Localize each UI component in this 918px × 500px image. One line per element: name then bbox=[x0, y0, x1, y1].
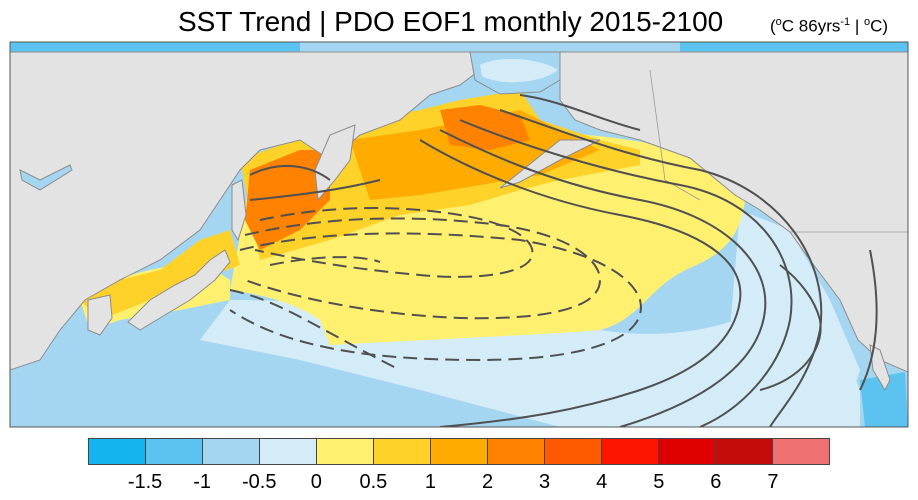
figure-title: SST Trend | PDO EOF1 monthly 2015-2100 (… bbox=[0, 2, 918, 38]
contour-negative-2 bbox=[244, 217, 602, 320]
colorbar-swatch-0 bbox=[89, 439, 146, 464]
contour-positive-4 bbox=[499, 109, 823, 427]
colorbar-label-7: 3 bbox=[539, 471, 551, 493]
colorbar-swatch-12 bbox=[773, 439, 829, 464]
contour-positive-8 bbox=[249, 179, 381, 201]
main-title: SST Trend | PDO EOF1 monthly 2015-2100 bbox=[178, 6, 724, 37]
colorbar-label-0: -1.5 bbox=[127, 471, 163, 493]
contour-positive-3 bbox=[459, 119, 793, 427]
contour-negative-4 bbox=[269, 256, 381, 266]
colorbar-label-9: 5 bbox=[653, 471, 665, 493]
contour-negative-5 bbox=[229, 289, 401, 371]
colorbar-swatch-10 bbox=[659, 439, 716, 464]
borders bbox=[649, 69, 908, 233]
colorbar-label-10: 6 bbox=[710, 471, 722, 493]
colorbar-label-8: 4 bbox=[596, 471, 608, 493]
us-canada-border bbox=[649, 69, 701, 201]
colorbar-swatch-2 bbox=[203, 439, 260, 464]
colorbar-label-6: 2 bbox=[481, 471, 494, 493]
korea bbox=[87, 294, 113, 336]
kamchatka bbox=[314, 124, 356, 202]
contour-positive-5 bbox=[759, 264, 822, 391]
contour-negative-3 bbox=[254, 207, 534, 278]
colorbar-swatch-11 bbox=[716, 439, 773, 464]
colorbar-swatch-9 bbox=[602, 439, 659, 464]
colorbar-swatch-3 bbox=[260, 439, 317, 464]
contour-positive-9 bbox=[519, 94, 641, 131]
coastal-weak-zone bbox=[730, 210, 860, 400]
colorbar-label-2: -0.5 bbox=[241, 471, 277, 493]
strong-negative-patch-se bbox=[860, 372, 908, 427]
colorbar-label-1: -1 bbox=[193, 471, 212, 493]
positive-moderate-zone-west bbox=[80, 230, 240, 320]
map-panel bbox=[10, 42, 908, 427]
lake-baikal bbox=[19, 164, 73, 191]
map-frame bbox=[9, 41, 909, 428]
colorbar-swatch-6 bbox=[431, 439, 488, 464]
sakhalin bbox=[231, 179, 247, 242]
units-label: (oC 86yrs-1 | oC) bbox=[770, 16, 889, 36]
contour-positive-6 bbox=[859, 249, 878, 391]
arctic-cool-patch-top bbox=[480, 58, 558, 83]
strong-negative-patch-north bbox=[10, 42, 300, 52]
asia-landmass bbox=[10, 51, 481, 371]
colorbar-swatch-1 bbox=[146, 439, 203, 464]
colorbar-label-3: 0 bbox=[310, 471, 322, 493]
positive-strong-zone bbox=[350, 110, 600, 200]
contour-negative-1 bbox=[229, 232, 642, 362]
colorbar-swatch-8 bbox=[545, 439, 602, 464]
pdo-negative-contours bbox=[229, 207, 642, 371]
colorbar-label-11: 7 bbox=[767, 471, 779, 493]
contour-positive-2 bbox=[439, 129, 767, 427]
alaska-peninsula bbox=[499, 139, 601, 189]
contour-positive-1 bbox=[419, 139, 742, 427]
land bbox=[10, 51, 908, 392]
positive-very-strong-zone bbox=[245, 150, 330, 250]
colorbar-swatch-5 bbox=[374, 439, 431, 464]
colorbar-swatch-4 bbox=[317, 439, 374, 464]
colorbar-label-5: 1 bbox=[424, 471, 437, 493]
contour-positive-7 bbox=[249, 164, 331, 181]
pdo-contours bbox=[249, 94, 878, 427]
colorbar-swatch-7 bbox=[488, 439, 545, 464]
colorbar bbox=[88, 438, 830, 465]
baja-california bbox=[869, 344, 891, 392]
colorbar-label-4: 0.5 bbox=[359, 471, 388, 493]
north-america-landmass bbox=[518, 51, 908, 373]
japan bbox=[127, 249, 231, 331]
